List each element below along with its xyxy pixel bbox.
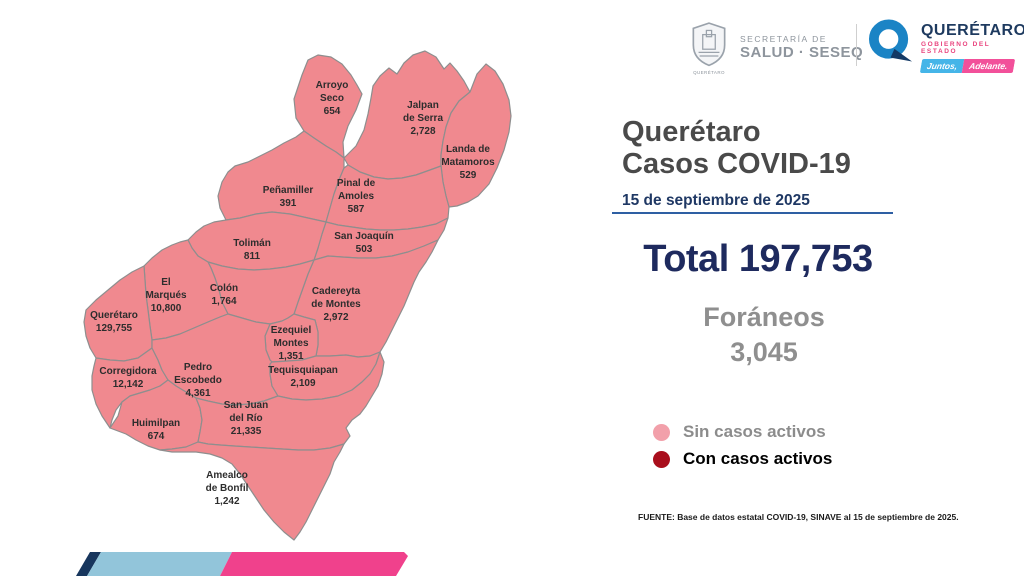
label-el-marques-name: El: [161, 277, 171, 288]
label-jalpan-name: Jalpan: [407, 100, 439, 111]
foraneos-value: 3,045: [730, 337, 798, 368]
label-cadereyta-name: de Montes: [311, 299, 361, 310]
total-label: Total: [643, 238, 729, 280]
label-san-joaquin-cases: 503: [356, 244, 373, 255]
header-divider: [856, 24, 857, 66]
badge-juntos: Juntos,: [919, 59, 965, 73]
qro-logo-subtitle: GOBIERNO DEL ESTADO: [920, 41, 991, 55]
label-amealco-name: Amealco: [206, 470, 248, 481]
label-arroyo-seco-name: Seco: [320, 93, 344, 104]
label-toliman-cases: 811: [244, 251, 261, 262]
label-pedro-escobedo-name: Escobedo: [174, 375, 222, 386]
label-landa-cases: 529: [460, 170, 477, 181]
juntos-adelante-badge: Juntos, Adelante.: [919, 59, 1015, 73]
decorative-ribbon: [76, 552, 408, 576]
label-jalpan-cases: 2,728: [410, 126, 435, 137]
label-el-marques-name: Marqués: [145, 290, 187, 301]
sin-casos-label: Sin casos activos: [683, 422, 826, 441]
label-cadereyta-cases: 2,972: [323, 312, 348, 323]
label-corregidora-cases: 12,142: [113, 379, 144, 390]
label-pinal-name: Pinal de: [337, 178, 376, 189]
total-cases: Total 197,753: [617, 238, 899, 281]
label-ezequiel-montes-name: Montes: [274, 338, 309, 349]
label-san-juan-del-rio-name: del Río: [229, 413, 262, 424]
date-underline: [612, 212, 893, 214]
label-huimilpan-name: Huimilpan: [132, 418, 180, 429]
total-value: 197,753: [738, 238, 873, 280]
qro-logo-name: QUERÉTARO: [920, 22, 1024, 39]
con-casos-label: Con casos activos: [683, 449, 833, 468]
label-amealco-cases: 1,242: [214, 496, 239, 507]
foraneos-label: Foráneos: [703, 302, 825, 332]
label-toliman-name: Tolimán: [233, 238, 271, 249]
label-ezequiel-montes-cases: 1,351: [278, 351, 303, 362]
queretaro-municipalities-map: Arroyo Seco 654 Jalpan de Serra 2,728 Landa de…: [83, 50, 512, 541]
label-pinal-name: Amoles: [338, 191, 375, 202]
header: QUERÉTARO SECRETARÍA DE SALUD · SESEQ QU…: [0, 0, 1024, 80]
label-ezequiel-montes-name: Ezequiel: [271, 325, 312, 336]
label-queretaro-name: Querétaro: [90, 310, 138, 321]
ribbon-navy-segment: [76, 552, 101, 576]
label-arroyo-seco-name: Arroyo: [316, 80, 349, 91]
municipality-landa: [440, 63, 512, 208]
label-huimilpan-cases: 674: [148, 431, 165, 442]
ribbon-pink-segment: [220, 552, 408, 576]
seseq-crest-caption: QUERÉTARO: [693, 70, 725, 75]
title-line2: Casos COVID-19: [622, 148, 851, 181]
source-note: FUENTE: Base de datos estatal COVID-19, …: [638, 512, 959, 522]
label-tequisquiapan-name: Tequisquiapan: [268, 365, 338, 376]
label-landa-name: Landa de: [446, 144, 490, 155]
label-colon-cases: 1,764: [211, 296, 236, 307]
report-date: 15 de septiembre de 2025: [622, 192, 810, 209]
label-el-marques-cases: 10,800: [151, 303, 182, 314]
legend: Sin casos activos Con casos activos: [653, 422, 832, 476]
label-san-joaquin-name: San Joaquín: [334, 231, 393, 242]
ribbon-blue-segment: [87, 552, 232, 576]
label-pedro-escobedo-cases: 4,361: [185, 388, 210, 399]
con-casos-dot-icon: [653, 450, 670, 468]
map-labels: Arroyo Seco 654 Jalpan de Serra 2,728 Landa de…: [90, 80, 495, 507]
label-penamiller-cases: 391: [280, 198, 297, 209]
label-amealco-name: de Bonfil: [206, 483, 249, 494]
label-landa-name: Matamoros: [441, 157, 495, 168]
seseq-line2: SALUD · SESEQ: [740, 44, 864, 61]
queretaro-gov-logo: QUERÉTARO GOBIERNO DEL ESTADO Juntos, Ad…: [868, 16, 1024, 74]
label-cadereyta-name: Cadereyta: [312, 286, 361, 297]
title-line1: Querétaro: [622, 116, 761, 148]
foraneos-block: Foráneos 3,045: [620, 300, 908, 370]
label-pedro-escobedo-name: Pedro: [184, 362, 212, 373]
label-queretaro-cases: 129,755: [96, 323, 133, 334]
seseq-crest-icon: [692, 22, 726, 67]
sin-casos-dot-icon: [653, 423, 670, 441]
municipality-amealco: [159, 441, 345, 541]
page-title: Querétaro Casos COVID-19: [622, 116, 851, 181]
legend-row-con-casos: Con casos activos: [653, 449, 832, 469]
label-penamiller-name: Peñamiller: [263, 185, 314, 196]
badge-adelante: Adelante.: [961, 59, 1015, 73]
label-arroyo-seco-cases: 654: [324, 106, 341, 117]
label-san-juan-del-rio-name: San Juan: [224, 400, 268, 411]
label-corregidora-name: Corregidora: [99, 366, 157, 377]
label-tequisquiapan-cases: 2,109: [290, 378, 315, 389]
seseq-line1: SECRETARÍA DE: [740, 34, 827, 44]
label-jalpan-name: de Serra: [403, 113, 443, 124]
legend-row-sin-casos: Sin casos activos: [653, 422, 832, 442]
label-san-juan-del-rio-cases: 21,335: [231, 426, 262, 437]
seseq-logo: QUERÉTARO SECRETARÍA DE SALUD · SESEQ: [686, 20, 863, 75]
label-colon-name: Colón: [210, 283, 238, 294]
label-pinal-cases: 587: [348, 204, 365, 215]
queretaro-q-icon: [868, 19, 913, 62]
